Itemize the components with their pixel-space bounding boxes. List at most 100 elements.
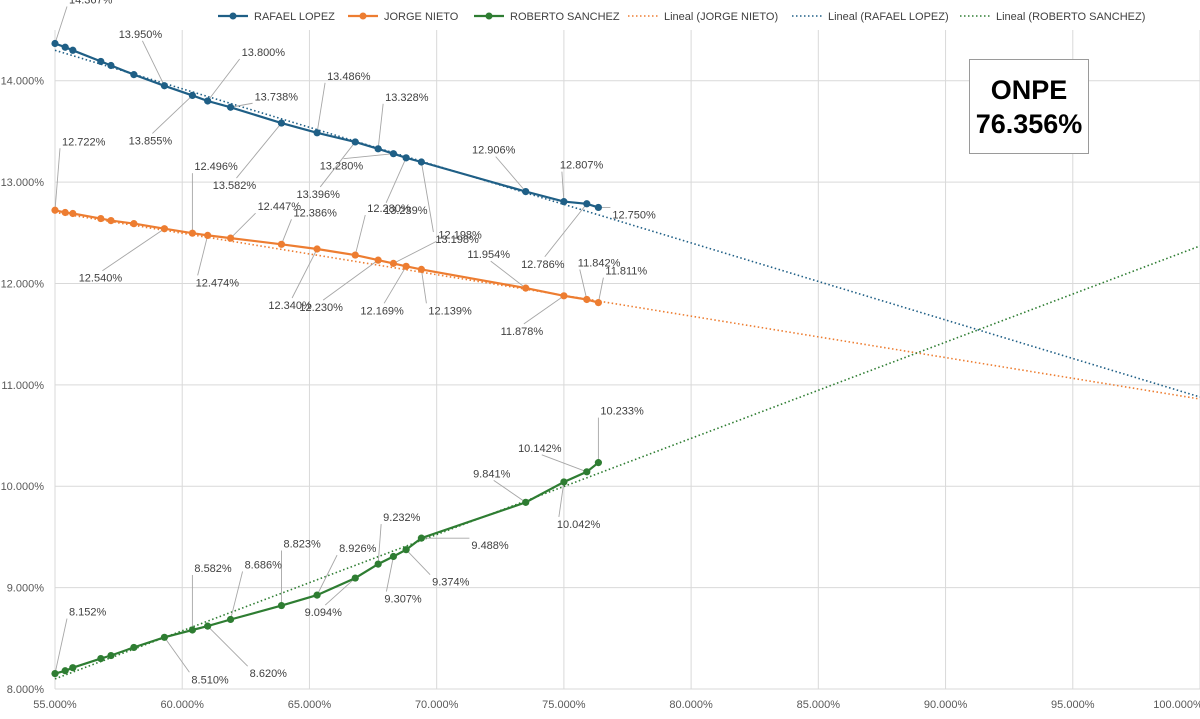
label-leader [393,240,437,264]
label-leader [597,277,604,303]
label-leader [54,6,68,44]
label-leader [54,618,68,674]
data-point [277,601,286,610]
onpe-title: ONPE [990,74,1068,105]
series-markers [51,39,602,678]
label-leader [420,269,427,304]
data-label: 8.686% [245,559,283,571]
legend-item: JORGE NIETO [348,11,459,23]
legend-swatch-marker [229,12,237,20]
data-label: 13.198% [435,234,479,246]
data-point [594,299,602,307]
y-tick-label: 10.000% [1,481,45,493]
label-leader [544,203,588,258]
legend-item: Lineal (ROBERTO SANCHEZ) [960,11,1145,23]
label-leader [207,58,241,102]
data-point [277,119,286,127]
data-point [374,560,382,568]
data-point [160,82,169,90]
data-point [560,198,568,206]
data-point [130,71,138,79]
label-leader [490,260,526,289]
label-leader [541,454,587,473]
data-point [417,158,425,166]
data-label: 9.488% [471,540,509,552]
legend: RAFAEL LOPEZ JORGE NIETO ROBERTO SANCHEZ Li… [218,11,1145,23]
series-line [54,461,600,675]
data-label: 12.169% [360,305,404,317]
x-tick-label: 85.000% [797,699,841,711]
data-point [522,284,530,292]
x-tick-label: 70.000% [415,699,459,711]
y-tick-label: 8.000% [7,684,45,696]
data-point [130,643,138,652]
trendline [54,245,1200,680]
data-label: 8.620% [250,668,288,680]
data-label: 13.486% [327,71,371,83]
data-point [594,459,602,467]
data-label: 12.722% [62,136,106,148]
data-label: 13.855% [129,135,173,147]
data-point [188,626,196,634]
data-point [351,251,359,259]
data-point [583,295,591,304]
data-point [107,217,115,225]
data-label: 12.280% [367,203,411,215]
data-point [560,292,568,300]
label-leader [281,219,292,245]
data-point [402,154,410,162]
label-leader [558,481,565,518]
label-leaders [54,6,611,674]
y-tick-label: 14.000% [1,76,45,88]
data-label: 8.823% [283,539,321,551]
legend-label: Lineal (JORGE NIETO) [664,11,778,23]
trendline [54,49,1200,398]
data-label: 11.954% [467,249,510,261]
legend-item: ROBERTO SANCHEZ [474,11,620,23]
x-tick-label: 80.000% [669,699,713,711]
label-leader [207,625,248,667]
legend-item: RAFAEL LOPEZ [218,11,335,23]
label-leader [316,554,338,596]
data-label: 11.811% [605,266,647,278]
x-tick-label: 100.000% [1153,699,1200,711]
label-leader [316,82,326,133]
label-leader [230,571,244,620]
data-point [69,664,77,672]
data-label: 10.142% [518,443,562,455]
label-leader [561,171,565,202]
legend-label: Lineal (ROBERTO SANCHEZ) [996,11,1145,23]
data-point [402,546,410,554]
label-leader [291,248,318,299]
data-point [313,591,321,599]
label-leader [164,637,190,673]
data-point [226,615,235,624]
data-point [226,103,235,111]
data-point [51,39,59,48]
data-label: 13.280% [320,161,364,173]
data-label: 12.198% [438,229,482,241]
label-leader [385,556,394,592]
label-leader [236,122,282,179]
legend-label: RAFAEL LOPEZ [254,11,335,23]
data-point [417,265,425,273]
label-leader [354,214,366,256]
x-tick-label: 55.000% [33,699,77,711]
data-label: 12.540% [79,273,123,285]
label-leader [493,479,526,503]
data-point [522,188,530,196]
data-label: 10.042% [557,519,601,531]
data-point [69,209,77,218]
data-point [417,534,425,542]
data-label: 12.139% [428,305,472,317]
data-point [226,234,235,242]
label-leader [322,259,379,301]
data-label: 8.926% [339,543,377,555]
x-tick-label: 60.000% [161,699,205,711]
data-label: 14.367% [69,0,113,6]
data-label: 12.340% [268,300,312,312]
label-leader [523,295,565,325]
data-label: 8.582% [194,563,232,575]
data-label: 13.800% [242,47,286,59]
x-tick-label: 65.000% [288,699,332,711]
